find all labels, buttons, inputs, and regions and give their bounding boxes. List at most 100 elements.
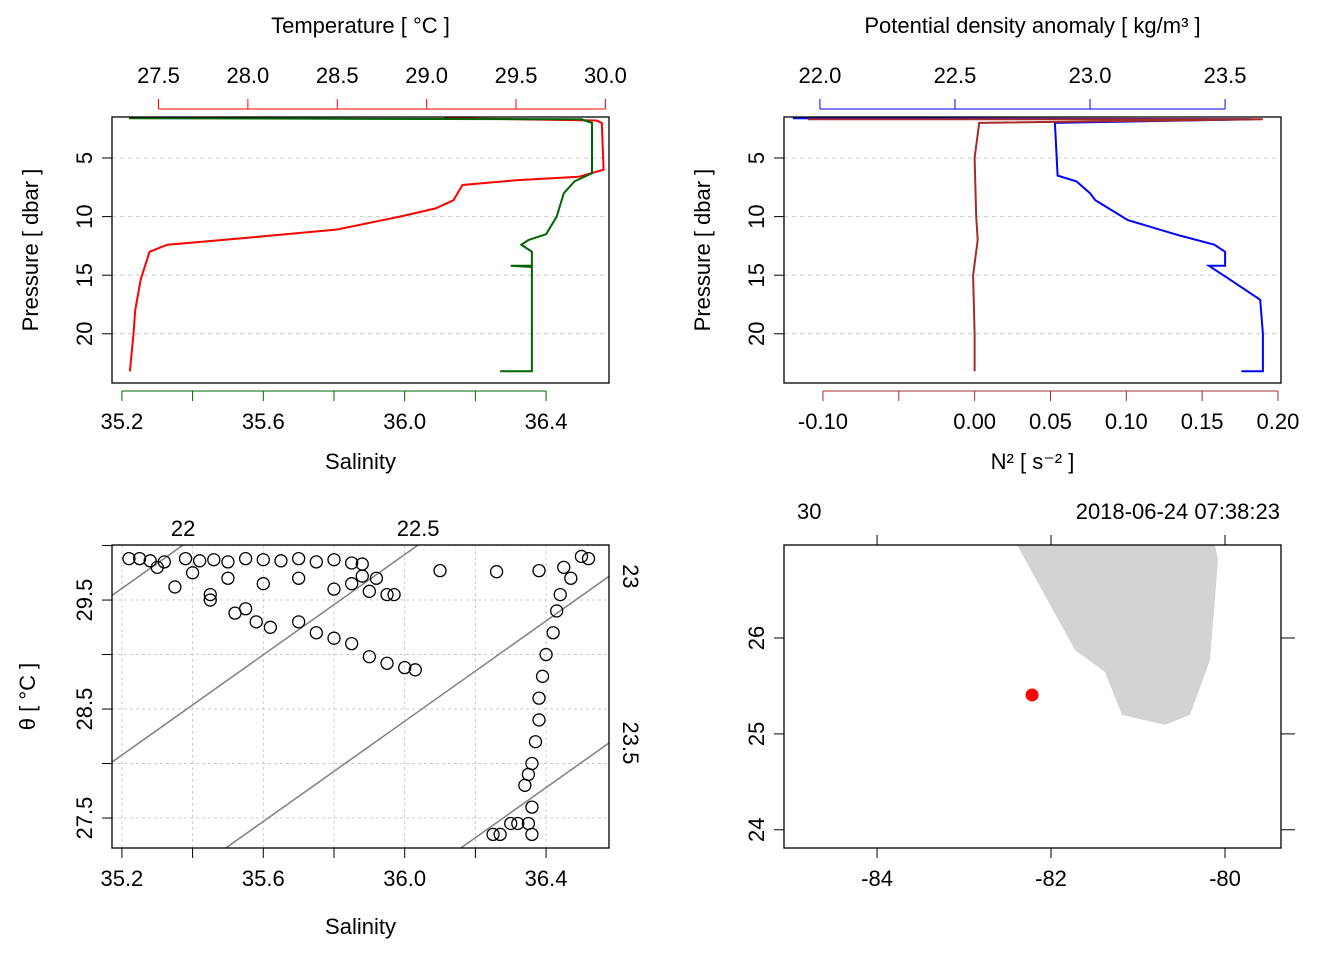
- x-tick-label: 0.00: [953, 409, 996, 434]
- profile-line: [792, 117, 1264, 373]
- station-label: 30: [797, 499, 821, 524]
- y-tick-label: 5: [72, 152, 97, 164]
- x-tick-label: 27.5: [137, 63, 180, 88]
- ts-point: [564, 571, 578, 585]
- ts-point: [193, 554, 207, 568]
- ts-point: [550, 604, 564, 618]
- ts-point: [221, 571, 235, 585]
- x-tick-label: 36.0: [383, 866, 426, 891]
- isopycnal-label: 22.5: [397, 516, 440, 541]
- y-axis-label: Pressure [ dbar ]: [18, 169, 43, 332]
- ts-point: [525, 827, 539, 842]
- ts-point: [143, 554, 157, 568]
- ts-point: [433, 563, 447, 578]
- x-tick-label: -82: [1035, 866, 1067, 891]
- isopycnal: [225, 575, 609, 848]
- profile-line: [128, 117, 593, 373]
- ts-point: [511, 816, 525, 831]
- ts-point: [539, 647, 553, 662]
- x-tick-label: 35.2: [100, 866, 143, 891]
- y-tick-label: 20: [744, 322, 769, 346]
- profile-line: [128, 117, 605, 372]
- x-tick-label: 29.5: [495, 63, 538, 88]
- ts-point: [380, 656, 394, 670]
- ts-point: [525, 800, 539, 814]
- ts-point: [249, 615, 263, 629]
- x-tick-label: 36.4: [525, 409, 568, 434]
- ts-point: [203, 593, 217, 607]
- ts-point: [122, 551, 136, 566]
- ts-point: [291, 615, 306, 629]
- ts-point: [528, 735, 543, 749]
- ts-point: [408, 663, 422, 677]
- x-tick-label: 35.2: [100, 409, 143, 434]
- axis-label: Potential density anomaly [ kg/m³ ]: [864, 13, 1200, 38]
- x-tick-label: -80: [1209, 866, 1241, 891]
- y-tick-label: 15: [72, 263, 97, 287]
- plot-box: [111, 544, 610, 849]
- y-tick-label: 20: [72, 322, 97, 346]
- ts-point: [168, 580, 182, 594]
- y-tick-label: 24: [744, 818, 769, 842]
- x-tick-label: 36.0: [383, 409, 426, 434]
- plot-box: [783, 116, 1282, 384]
- x-tick-label: 23.5: [1204, 63, 1247, 88]
- x-tick-label: 36.4: [525, 866, 568, 891]
- ts-point: [387, 587, 401, 602]
- x-tick-label: -0.10: [798, 409, 848, 434]
- ts-point: [574, 549, 589, 564]
- ts-point: [362, 584, 376, 598]
- ts-point: [150, 560, 164, 574]
- ts-point: [327, 553, 341, 567]
- axis-label: Temperature [ °C ]: [271, 13, 450, 38]
- x-tick-label: 35.6: [242, 409, 285, 434]
- x-tick-label: 22.0: [799, 63, 842, 88]
- y-tick-label: 27.5: [72, 797, 97, 840]
- isopycnal-label: 23: [618, 564, 643, 588]
- ts-point: [345, 556, 359, 570]
- ts-point: [380, 587, 394, 602]
- ts-point: [221, 555, 235, 569]
- ts-point: [228, 606, 242, 620]
- ts-point: [504, 816, 518, 831]
- y-tick-label: 10: [744, 204, 769, 228]
- ts-point: [369, 571, 384, 585]
- ts-point: [532, 563, 546, 578]
- isopycnal-label: 23.5: [618, 722, 643, 765]
- ts-point: [291, 551, 306, 566]
- y-tick-label: 15: [744, 263, 769, 287]
- ts-point: [309, 555, 323, 569]
- ts-point: [178, 551, 193, 566]
- ts-point: [557, 560, 571, 574]
- y-tick-label: 10: [72, 204, 97, 228]
- x-tick-label: 30.0: [584, 63, 627, 88]
- y-axis-label: Pressure [ dbar ]: [690, 169, 715, 332]
- x-tick-label: 35.6: [242, 866, 285, 891]
- x-tick-label: 0.20: [1257, 409, 1300, 434]
- isopycnal: [112, 545, 419, 764]
- ts-point: [274, 554, 288, 568]
- ts-point: [345, 636, 359, 651]
- land: [1017, 545, 1218, 725]
- ts-point: [489, 565, 504, 579]
- ts-point: [398, 660, 412, 675]
- ts-point: [291, 571, 306, 585]
- x-tick-label: 0.15: [1181, 409, 1224, 434]
- ts-point: [546, 626, 560, 640]
- y-tick-label: 29.5: [72, 579, 97, 622]
- x-tick-label: 28.0: [226, 63, 269, 88]
- y-tick-label: 5: [744, 152, 769, 164]
- ts-point: [532, 691, 546, 705]
- isopycnal: [460, 742, 609, 848]
- x-tick-label: 28.5: [316, 63, 359, 88]
- ts-point: [207, 553, 221, 567]
- ts-point: [362, 650, 376, 664]
- y-tick-label: 28.5: [72, 688, 97, 731]
- ts-point: [185, 566, 200, 580]
- ts-point: [309, 626, 323, 640]
- time-label: 2018-06-24 07:38:23: [1076, 499, 1280, 524]
- x-tick-label: 22.5: [934, 63, 977, 88]
- y-tick-label: 26: [744, 626, 769, 650]
- x-axis-label: Salinity: [325, 914, 396, 939]
